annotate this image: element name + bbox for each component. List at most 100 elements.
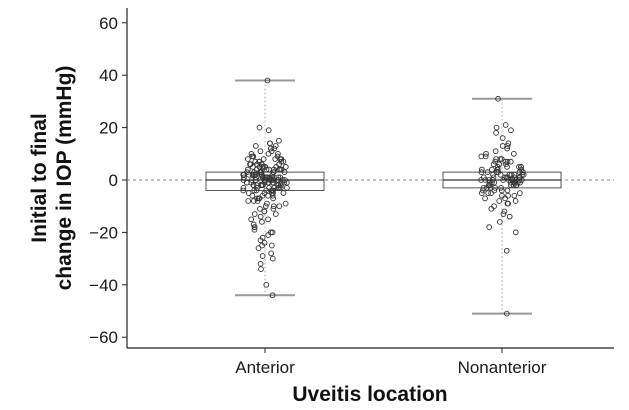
data-point	[478, 169, 485, 175]
data-point	[251, 187, 258, 194]
data-point	[270, 205, 277, 212]
data-point	[263, 166, 270, 173]
data-point	[483, 185, 490, 191]
data-point	[497, 156, 504, 162]
data-point	[516, 177, 522, 183]
data-point	[249, 153, 256, 160]
data-point	[488, 205, 495, 212]
data-point	[512, 198, 519, 204]
data-point	[255, 245, 262, 251]
data-point	[508, 182, 514, 189]
data-point	[272, 211, 279, 217]
data-point	[284, 185, 290, 191]
data-point	[488, 190, 494, 196]
data-point	[277, 185, 284, 191]
data-point	[499, 135, 506, 141]
data-point	[252, 143, 259, 149]
data-point	[270, 203, 277, 210]
data-point	[504, 164, 510, 170]
axes	[126, 8, 614, 349]
data-point	[253, 187, 260, 194]
y-tick-label: −20	[89, 223, 118, 242]
x-tick-label: Nonanterior	[458, 358, 547, 377]
data-point	[492, 185, 499, 191]
data-point	[503, 247, 510, 254]
data-point	[483, 150, 489, 157]
data-point	[266, 140, 273, 147]
data-point	[478, 190, 485, 196]
data-point	[240, 185, 247, 191]
data-point	[511, 150, 517, 157]
data-point	[268, 242, 275, 249]
data-point	[262, 174, 269, 181]
data-point	[265, 192, 271, 199]
y-axis-title-line-1: Initial to final	[28, 113, 51, 243]
data-point	[265, 127, 272, 134]
data-point	[256, 124, 263, 131]
data-point	[269, 255, 276, 262]
data-point	[245, 166, 251, 173]
data-point	[493, 169, 500, 175]
data-point	[504, 145, 510, 152]
data-point	[265, 216, 271, 223]
data-point	[269, 229, 276, 236]
data-points	[240, 77, 527, 317]
data-point	[500, 211, 507, 217]
data-point	[506, 213, 513, 220]
data-point	[240, 171, 247, 178]
data-point	[252, 177, 259, 183]
data-point	[245, 198, 252, 204]
data-point	[269, 192, 276, 199]
data-point	[479, 166, 485, 173]
data-point	[510, 182, 517, 189]
data-point	[513, 182, 520, 189]
data-point	[280, 190, 287, 196]
data-point	[496, 198, 503, 204]
y-axis-title-line-2: change in IOP (mmHg)	[53, 66, 76, 291]
data-point	[272, 156, 279, 162]
data-point	[245, 171, 252, 178]
data-point	[482, 153, 489, 160]
data-point	[270, 179, 277, 186]
data-point	[245, 190, 252, 196]
data-point	[503, 161, 509, 168]
data-point	[257, 260, 264, 267]
data-point	[494, 164, 501, 170]
y-tick-label: 60	[99, 14, 118, 33]
y-ticks: 60 40 20 0 −20 −40 −60	[89, 14, 127, 347]
data-point	[482, 195, 488, 202]
data-point	[503, 310, 510, 317]
y-tick-label: 0	[109, 171, 118, 190]
data-point	[486, 224, 493, 231]
data-point	[257, 148, 264, 155]
data-point	[276, 203, 283, 210]
data-point	[250, 164, 256, 170]
data-point	[493, 156, 499, 162]
data-point	[520, 169, 526, 175]
data-point	[498, 185, 504, 191]
data-point	[490, 161, 497, 168]
data-point	[500, 177, 506, 183]
data-point	[254, 198, 261, 204]
box-anterior	[205, 79, 325, 297]
y-tick-label: 40	[99, 66, 118, 85]
data-point	[512, 229, 519, 236]
data-point	[240, 187, 247, 194]
data-point	[520, 171, 527, 178]
points-anterior	[240, 77, 290, 299]
data-point	[496, 219, 503, 225]
data-point	[249, 192, 256, 199]
data-point	[263, 281, 270, 288]
data-point	[482, 177, 489, 183]
data-point	[243, 179, 250, 186]
x-ticks: Anterior Nonanterior	[235, 348, 547, 377]
box-nonanterior	[442, 97, 562, 315]
x-axis-title: Uveitis location	[292, 383, 447, 406]
data-point	[282, 200, 289, 207]
data-point	[241, 174, 247, 181]
data-point	[277, 166, 284, 173]
data-point	[484, 169, 491, 175]
data-point	[492, 148, 499, 155]
data-point	[504, 187, 511, 194]
data-point	[250, 221, 257, 228]
